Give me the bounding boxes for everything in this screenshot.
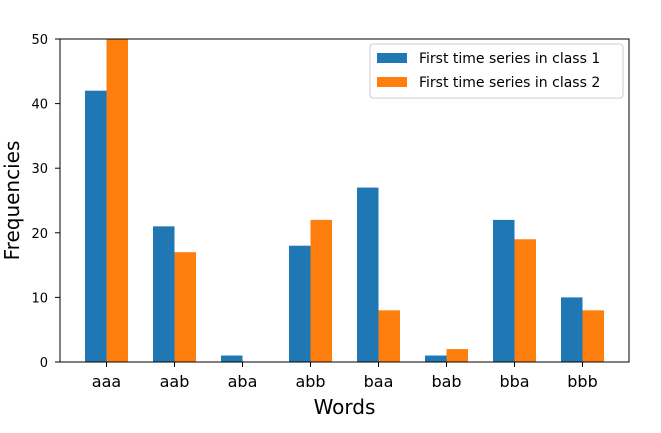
- legend-swatch-class-1: [377, 53, 407, 63]
- plot-frame: [59, 38, 630, 363]
- x-tick-label-abb: abb: [295, 372, 325, 391]
- x-axis-title: Words: [314, 395, 376, 419]
- bar-class-2-bab: [446, 349, 468, 362]
- bar-class-1-abb: [289, 245, 311, 362]
- x-axis: aaa aab aba abb baa bab bba bbb: [92, 362, 598, 391]
- x-tick-label-aab: aab: [160, 372, 190, 391]
- bar-class-1-aaa: [85, 90, 107, 363]
- x-tick-label-bbb: bbb: [567, 372, 597, 391]
- y-axis-title: Frequencies: [0, 141, 24, 261]
- bar-class-2-bba: [514, 239, 536, 362]
- y-tick-label: 30: [31, 162, 48, 177]
- x-tick-label-bba: bba: [499, 372, 529, 391]
- bar-class-2-abb: [310, 219, 332, 362]
- bar-class-2-aaa: [106, 39, 128, 362]
- legend-label-class-1: First time series in class 1: [419, 51, 600, 67]
- y-tick-label: 20: [31, 227, 48, 242]
- y-tick-label: 40: [31, 98, 48, 113]
- bar-class-1-aab: [153, 226, 175, 362]
- bars-layer: [85, 39, 604, 363]
- x-tick-label-aaa: aaa: [92, 372, 121, 391]
- bar-class-1-bab: [425, 355, 447, 362]
- x-tick-label-bab: bab: [431, 372, 461, 391]
- bar-class-1-aba: [221, 355, 243, 362]
- y-axis: 0 10 20 30 40 50: [31, 33, 60, 371]
- bar-class-2-baa: [378, 310, 400, 362]
- bar-class-2-bbb: [582, 310, 604, 362]
- bar-class-1-bba: [493, 219, 515, 362]
- x-tick-label-aba: aba: [228, 372, 258, 391]
- legend-label-class-2: First time series in class 2: [419, 75, 600, 91]
- bar-class-1-baa: [357, 187, 379, 362]
- y-tick-label: 0: [40, 356, 48, 371]
- x-tick-label-baa: baa: [364, 372, 394, 391]
- legend-box: [369, 43, 624, 99]
- legend-swatch-class-2: [377, 77, 407, 87]
- legend: First time series in class 1 First time …: [369, 43, 624, 99]
- bar-class-1-bbb: [561, 297, 583, 362]
- y-tick-label: 10: [31, 291, 48, 306]
- bar-class-2-aab: [174, 252, 196, 362]
- y-tick-label: 50: [31, 33, 48, 48]
